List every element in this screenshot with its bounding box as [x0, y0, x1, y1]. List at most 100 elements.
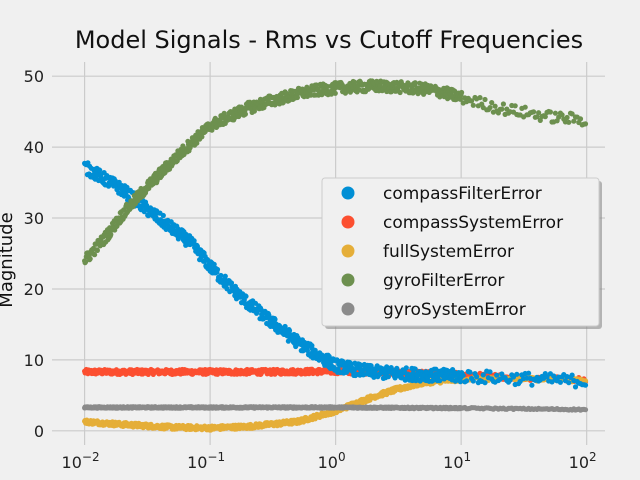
x-tick-label: 102 — [569, 450, 597, 472]
series-gyroSystemError — [82, 404, 589, 413]
y-tick-label: 30 — [24, 209, 44, 228]
data-point — [487, 105, 493, 111]
data-point — [470, 378, 476, 384]
data-point — [160, 212, 166, 219]
data-point — [564, 114, 570, 121]
data-point — [571, 118, 577, 124]
data-point — [566, 380, 572, 386]
data-point — [477, 95, 483, 101]
data-point — [582, 382, 589, 388]
y-axis-label: Magnitude — [0, 212, 17, 307]
data-point — [304, 347, 310, 353]
data-point — [397, 89, 403, 96]
data-point — [211, 261, 217, 267]
data-point — [537, 117, 543, 123]
data-point — [582, 407, 589, 413]
data-point — [542, 114, 548, 120]
legend-label: gyroFilterError — [383, 271, 504, 291]
data-point — [514, 371, 520, 377]
legend-marker — [341, 273, 355, 287]
legend-marker — [341, 186, 355, 200]
data-point — [507, 377, 513, 383]
data-point — [191, 238, 197, 244]
data-point — [282, 323, 288, 330]
data-point — [412, 366, 418, 372]
x-tick-label: 101 — [443, 450, 471, 472]
x-axis-ticks: 10−2 10−1 100 101 102 — [62, 450, 597, 472]
y-tick-label: 0 — [34, 422, 44, 441]
data-point — [552, 110, 559, 116]
legend-marker — [341, 215, 355, 229]
data-point — [577, 116, 584, 122]
legend-box — [321, 177, 600, 327]
data-point — [459, 89, 465, 96]
y-axis-ticks: 0 10 20 30 40 50 — [24, 67, 44, 441]
data-point — [83, 259, 89, 265]
legend-label: gyroSystemError — [383, 300, 526, 320]
data-point — [214, 266, 221, 273]
data-point — [487, 369, 493, 375]
data-point — [499, 106, 505, 112]
data-point — [222, 273, 228, 279]
data-point — [294, 94, 300, 101]
data-point — [529, 382, 535, 388]
legend-label: fullSystemError — [383, 242, 514, 262]
legend: compassFilterError compassSystemError full… — [321, 177, 602, 329]
data-point — [403, 365, 409, 371]
data-point — [194, 140, 200, 146]
data-point — [522, 104, 528, 110]
data-point — [534, 114, 540, 120]
data-point — [526, 370, 532, 376]
data-point — [489, 100, 495, 106]
data-point — [97, 167, 103, 173]
data-point — [112, 178, 118, 184]
data-point — [512, 103, 518, 109]
data-point — [480, 372, 486, 378]
data-point — [464, 378, 470, 384]
data-point — [384, 364, 390, 370]
data-point — [293, 343, 299, 350]
data-point — [180, 143, 186, 149]
data-point — [457, 379, 463, 385]
data-point — [500, 101, 506, 107]
y-tick-label: 10 — [24, 351, 44, 370]
data-point — [313, 82, 319, 88]
data-point — [566, 119, 572, 125]
data-point — [457, 96, 463, 102]
data-point — [470, 102, 476, 108]
data-point — [202, 129, 208, 135]
data-point — [517, 378, 523, 384]
data-point — [242, 111, 248, 117]
y-tick-label: 40 — [24, 138, 44, 157]
data-point — [582, 121, 589, 127]
data-point — [572, 384, 579, 390]
legend-marker — [341, 302, 355, 316]
data-point — [569, 111, 575, 117]
x-tick-label: 10−1 — [187, 450, 225, 472]
data-point — [569, 372, 575, 378]
data-point — [108, 231, 114, 238]
legend-label: compassFilterError — [383, 184, 542, 204]
data-point — [332, 90, 338, 96]
legend-label: compassSystemError — [383, 213, 563, 233]
y-tick-label: 20 — [24, 280, 44, 299]
data-point — [218, 272, 224, 279]
data-point — [92, 252, 98, 258]
data-point — [238, 104, 245, 110]
data-points — [82, 78, 589, 433]
x-tick-label: 100 — [318, 450, 346, 472]
data-point — [544, 374, 550, 380]
data-point — [154, 177, 160, 184]
data-point — [467, 369, 473, 375]
data-point — [286, 328, 293, 334]
data-point — [557, 379, 564, 385]
chart-title: Model Signals - Rms vs Cutoff Frequencie… — [75, 26, 583, 54]
data-point — [547, 109, 554, 115]
data-point — [199, 134, 205, 140]
data-point — [228, 280, 235, 286]
data-point — [531, 109, 537, 115]
data-point — [559, 112, 565, 118]
data-point — [492, 103, 498, 109]
data-point — [94, 247, 100, 253]
